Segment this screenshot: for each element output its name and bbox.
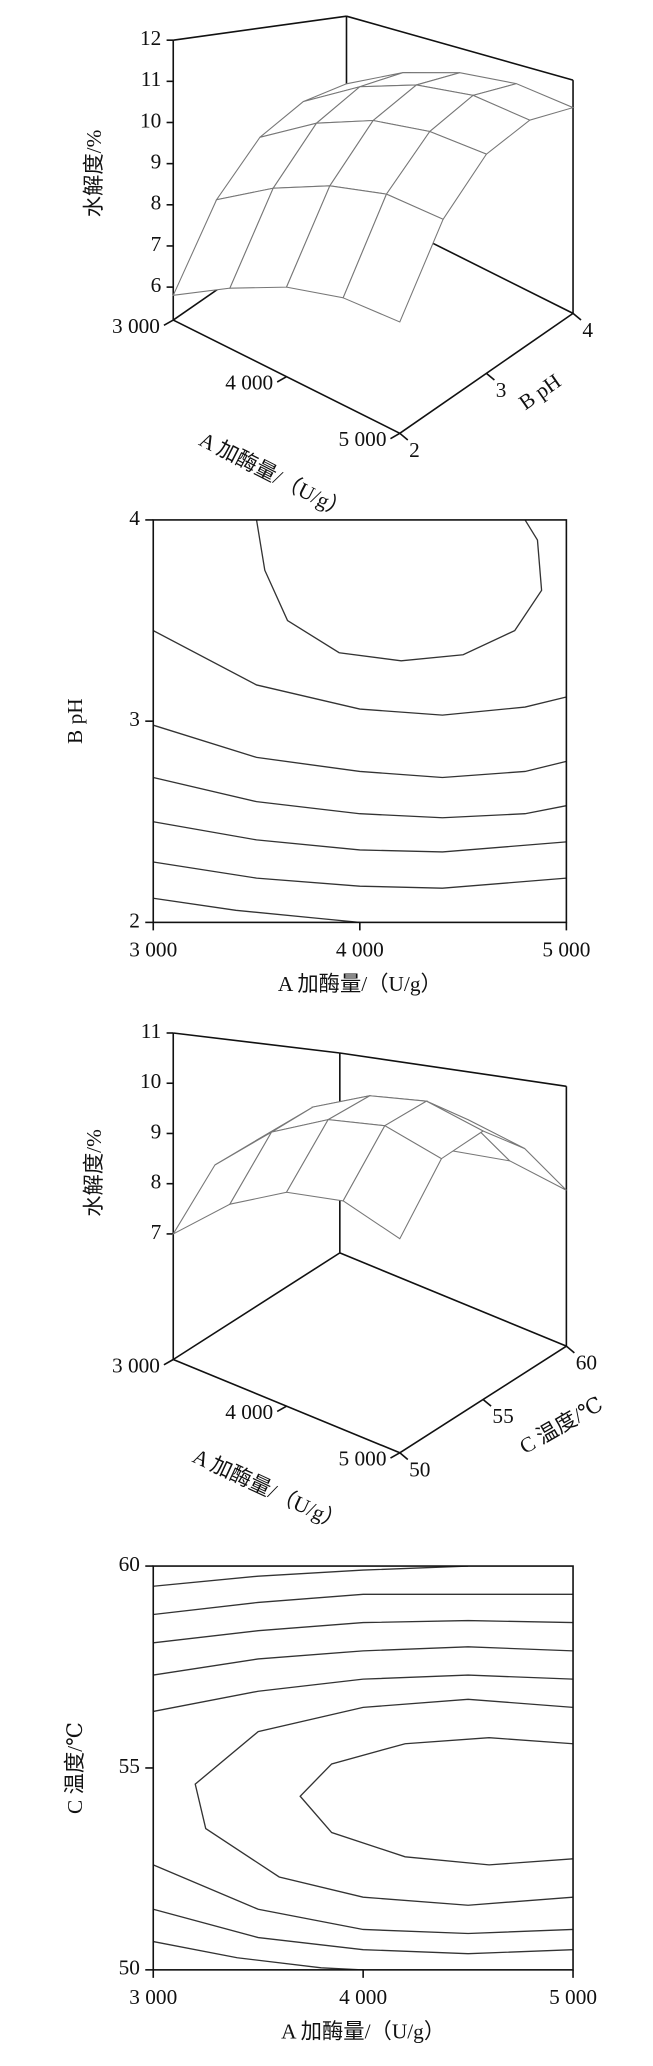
- y-tick: [485, 372, 495, 381]
- y-tick-label: 60: [576, 1351, 597, 1375]
- z-tick-label: 11: [141, 1019, 162, 1043]
- x-tick: [276, 1405, 287, 1413]
- x-tick-label: 3 000: [129, 938, 177, 962]
- z-tick-label: 10: [140, 108, 161, 132]
- contour-line: [153, 897, 360, 923]
- y-axis-title: B pH: [514, 369, 565, 415]
- x-tick: [163, 1358, 174, 1366]
- contour-group: [153, 1566, 574, 1970]
- x-tick-label: 4 000: [225, 1400, 273, 1424]
- x-tick-label: 4 000: [336, 938, 384, 962]
- z-tick-label: 9: [151, 150, 162, 174]
- x-axis-title: A 加酶量/（U/g）: [278, 972, 442, 996]
- y-tick: [399, 1452, 409, 1461]
- y-tick-label: 2: [129, 908, 140, 932]
- contour-line: [153, 630, 567, 716]
- y-axis-title: C 温度/℃: [515, 1392, 607, 1459]
- y-tick: [399, 432, 409, 441]
- y-tick-label: 3: [496, 378, 507, 402]
- z-tick-label: 8: [151, 1170, 162, 1194]
- y-tick-label: 50: [119, 1956, 140, 1980]
- z-tick-label: 6: [151, 273, 162, 297]
- y-tick-label: 55: [492, 1404, 513, 1428]
- x-tick: [390, 432, 401, 440]
- contour-line: [153, 821, 567, 853]
- contour-line: [153, 1593, 574, 1616]
- contour-line: [153, 1566, 469, 1587]
- y-tick-label: 60: [119, 1552, 140, 1576]
- y-tick-label: 55: [119, 1754, 140, 1778]
- x-axis-title: A 加酶量/（U/g）: [189, 1444, 348, 1535]
- contour-line: [153, 1908, 574, 1955]
- box-edge: [173, 1032, 340, 1054]
- box-edge: [346, 15, 574, 81]
- y-tick-label: 50: [409, 1457, 430, 1481]
- box-edge: [173, 15, 347, 41]
- z-tick-label: 12: [140, 26, 161, 50]
- contour-line: [194, 1698, 574, 1906]
- x-tick-label: 4 000: [225, 371, 273, 395]
- x-tick-label: 4 000: [339, 1985, 387, 2009]
- x-tick-label: 3 000: [112, 314, 160, 338]
- z-tick-label: 11: [141, 67, 162, 91]
- x-tick-label: 3 000: [112, 1353, 160, 1377]
- x-tick-label: 5 000: [339, 1447, 387, 1471]
- contour-line: [153, 724, 567, 779]
- y-axis-title: C 温度/℃: [63, 1722, 87, 1814]
- z-axis-title: 水解度/%: [82, 1129, 106, 1217]
- y-tick: [572, 312, 582, 321]
- y-tick-label: 3: [129, 707, 140, 731]
- z-tick-label: 9: [151, 1119, 162, 1143]
- x-axis-title: A 加酶量/（U/g）: [281, 2020, 445, 2044]
- box-edge: [339, 1252, 567, 1347]
- contour-line: [153, 1619, 574, 1644]
- x-tick-label: 5 000: [549, 1985, 597, 2009]
- surface-cell: [342, 1124, 443, 1240]
- y-tick-label: 4: [582, 318, 593, 342]
- contour-group: [153, 519, 567, 923]
- contour-line: [153, 1940, 364, 1970]
- y-tick-label: 2: [409, 438, 420, 462]
- contour-line: [299, 1737, 574, 1866]
- x-tick: [276, 375, 287, 383]
- z-tick-label: 7: [151, 1220, 162, 1244]
- plot-frame: [152, 1565, 574, 1971]
- z-tick-label: 10: [140, 1069, 161, 1093]
- x-tick: [163, 319, 174, 327]
- y-axis-title: B pH: [63, 698, 87, 744]
- x-tick: [390, 1452, 401, 1459]
- y-tick-label: 4: [129, 506, 140, 530]
- box-edge: [172, 1252, 341, 1361]
- x-tick-label: 5 000: [542, 938, 590, 962]
- box-edge: [339, 1052, 567, 1088]
- z-axis-title: 水解度/%: [82, 129, 106, 217]
- contour-line: [255, 519, 543, 662]
- x-axis-title: A 加酶量/（U/g）: [195, 427, 352, 523]
- y-tick: [482, 1398, 492, 1407]
- x-tick-label: 3 000: [129, 1985, 177, 2009]
- z-tick-label: 7: [151, 232, 162, 256]
- plot-frame: [152, 519, 568, 924]
- contour-line: [153, 861, 567, 889]
- z-tick-label: 8: [151, 191, 162, 215]
- contour-line: [153, 1864, 574, 1935]
- y-tick: [565, 1345, 575, 1354]
- contour-line: [153, 776, 567, 819]
- contour-line: [153, 1674, 574, 1713]
- x-tick-label: 5 000: [339, 427, 387, 451]
- surface-cell: [342, 193, 444, 323]
- contour-line: [153, 1646, 574, 1676]
